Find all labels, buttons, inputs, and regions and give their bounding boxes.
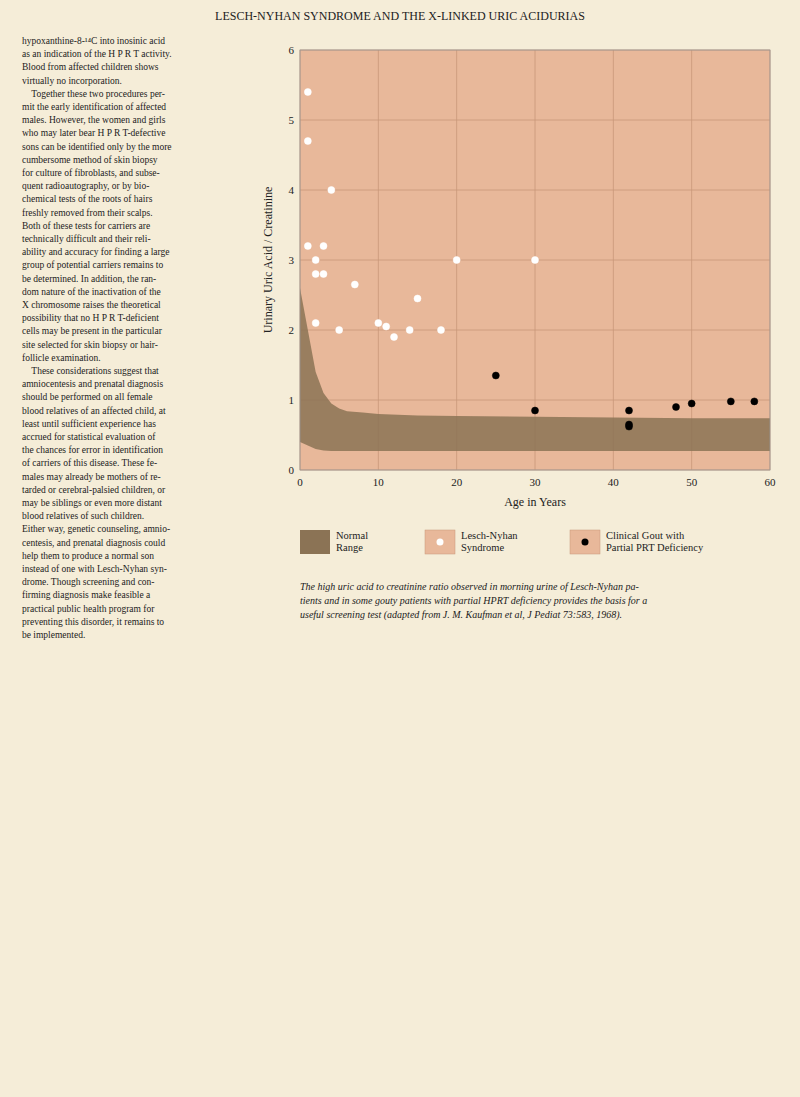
legend-label: NormalRange: [336, 530, 368, 553]
scatter-point: [492, 372, 499, 379]
x-axis-label: Age in Years: [504, 495, 566, 509]
legend-marker: [437, 539, 444, 546]
scatter-point: [328, 187, 335, 194]
legend-marker: [582, 539, 589, 546]
scatter-point: [626, 407, 633, 414]
y-tick-label: 0: [289, 464, 295, 476]
x-tick-label: 20: [451, 476, 463, 488]
scatter-point: [532, 407, 539, 414]
x-tick-label: 30: [530, 476, 542, 488]
y-tick-label: 1: [289, 394, 295, 406]
scatter-point: [751, 398, 758, 405]
legend-swatch: [425, 530, 455, 554]
caption: The high uric acid to creatinine ratio o…: [300, 581, 647, 621]
grid: [300, 50, 770, 470]
legend-label: Lesch-NyhanSyndrome: [461, 530, 518, 553]
plot-data: [300, 89, 770, 452]
y-grid-line: [300, 120, 770, 121]
scatter-point: [626, 423, 633, 430]
x-tick-label: 40: [608, 476, 620, 488]
scatter-point: [673, 404, 680, 411]
scatter-point: [438, 327, 445, 334]
plot-frame: [300, 50, 770, 470]
scatter-point: [406, 327, 413, 334]
scatter-point: [391, 334, 398, 341]
y-tick-label: 2: [289, 324, 295, 336]
y-tick-label: 5: [289, 114, 295, 126]
scatter-point: [375, 320, 382, 327]
scatter-point: [336, 327, 343, 334]
scatter-point: [414, 295, 421, 302]
scatter-point: [320, 243, 327, 250]
x-tick-label: 0: [297, 476, 303, 488]
legend-swatch: [570, 530, 600, 554]
y-axis-label: Urinary Uric Acid / Creatinine: [261, 187, 275, 334]
y-grid-line: [300, 400, 770, 401]
plot-background: [300, 50, 770, 470]
scatter-point: [532, 257, 539, 264]
legend: NormalRange Lesch-NyhanSyndrome Clinical G…: [300, 530, 704, 554]
scatter-point: [351, 281, 358, 288]
title: LESCH-NYHAN SYNDROME AND THE X-LINKED UR…: [215, 9, 585, 23]
y-grid-line: [300, 330, 770, 331]
y-tick-label: 4: [289, 184, 295, 196]
scatter-point: [312, 271, 319, 278]
y-tick-label: 3: [289, 254, 295, 266]
x-tick-label: 10: [373, 476, 385, 488]
scatter-point: [304, 89, 311, 96]
y-tick-label: 6: [289, 44, 295, 56]
scatter-point: [304, 243, 311, 250]
legend-label: Clinical Gout withPartial PRT Deficiency: [606, 530, 704, 553]
scatter-point: [688, 400, 695, 407]
body-text: hypoxanthine-8-¹⁴C into inosinic acidas …: [22, 36, 172, 640]
axes: 0 10 20 30 40 50 60 0 1 2 3 4 5 6 Age in Years Urinary …: [261, 44, 776, 509]
scatter-point: [312, 257, 319, 264]
y-grid-line: [300, 190, 770, 191]
scatter-point: [727, 398, 734, 405]
scatter-point: [453, 257, 460, 264]
page: LESCH-NYHAN SYNDROME AND THE X-LINKED UR…: [0, 0, 800, 1097]
normal-range-area: [300, 288, 770, 451]
page-background: [0, 0, 800, 1097]
scatter-point: [312, 320, 319, 327]
scatter-point: [304, 138, 311, 145]
scatter-point: [383, 323, 390, 330]
x-tick-label: 50: [686, 476, 698, 488]
x-tick-label: 60: [765, 476, 777, 488]
scatter-point: [320, 271, 327, 278]
legend-swatch: [300, 530, 330, 554]
